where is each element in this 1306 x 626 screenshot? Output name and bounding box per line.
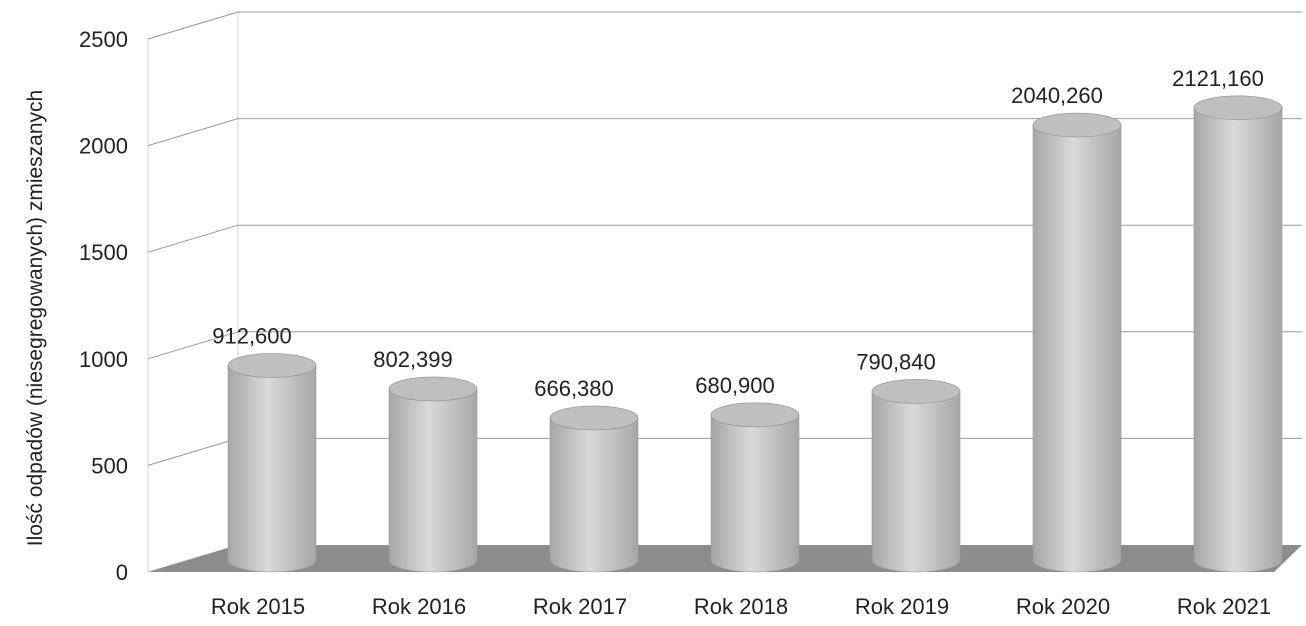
bar: [710, 402, 800, 573]
y-tick-label: 2500: [79, 27, 128, 52]
bar-top: [549, 405, 639, 431]
y-tick-label: 2000: [79, 134, 128, 159]
data-label: 912,600: [212, 323, 292, 348]
bar: [1032, 112, 1122, 573]
x-category-labels: Rok 2015 Rok 2016 Rok 2017 Rok 2018 Rok 2019…: [211, 594, 1271, 619]
bar-top: [871, 379, 961, 404]
data-label: 680,900: [695, 373, 775, 398]
y-axis-title: Ilość odpadów (niesegregowanych) zmiesza…: [24, 90, 47, 546]
gridline-side: [147, 11, 239, 40]
data-label: 2121,160: [1172, 66, 1264, 91]
bars: [227, 95, 1283, 573]
x-category-label: Rok 2017: [533, 594, 627, 619]
x-category-label: Rok 2018: [694, 594, 788, 619]
bar-body: [549, 417, 639, 573]
y-tick-label: 500: [91, 453, 128, 478]
data-label: 2040,260: [1011, 83, 1103, 108]
x-category-label: Rok 2020: [1016, 594, 1110, 619]
data-label: 802,399: [373, 347, 453, 372]
y-tick-labels: 0 500 1000 1500 2000 2500: [79, 27, 128, 585]
bar-top: [1193, 95, 1283, 121]
side-wall: [147, 11, 239, 573]
bar-top: [388, 376, 478, 402]
x-category-label: Rok 2016: [372, 594, 466, 619]
x-category-label: Rok 2019: [855, 594, 949, 619]
bar-body: [1032, 124, 1122, 573]
data-labels: 912,600 802,399 666,380 680,900 790,840 2040,…: [212, 66, 1264, 401]
bar: [549, 405, 639, 573]
y-tick-label: 0: [116, 560, 128, 585]
bar: [871, 379, 961, 573]
bar-body: [388, 388, 478, 573]
bar-body: [710, 414, 800, 573]
bar-body: [871, 391, 961, 573]
y-tick-label: 1500: [79, 240, 128, 265]
x-category-label: Rok 2021: [1177, 594, 1271, 619]
y-tick-label: 1000: [79, 347, 128, 372]
data-label: 666,380: [534, 376, 614, 401]
bar-top: [710, 402, 800, 428]
x-category-label: Rok 2015: [211, 594, 305, 619]
bar-body: [227, 365, 317, 573]
bar-body: [1193, 107, 1283, 573]
bar: [1193, 95, 1283, 573]
gridline-side: [147, 118, 239, 147]
data-label: 790,840: [856, 349, 936, 374]
gridline-side: [147, 331, 239, 360]
gridline-side: [147, 437, 239, 466]
bar-top: [227, 353, 317, 378]
gridline-side: [147, 224, 239, 253]
bar: [388, 376, 478, 573]
bar-top: [1032, 112, 1122, 138]
bar: [227, 353, 317, 573]
